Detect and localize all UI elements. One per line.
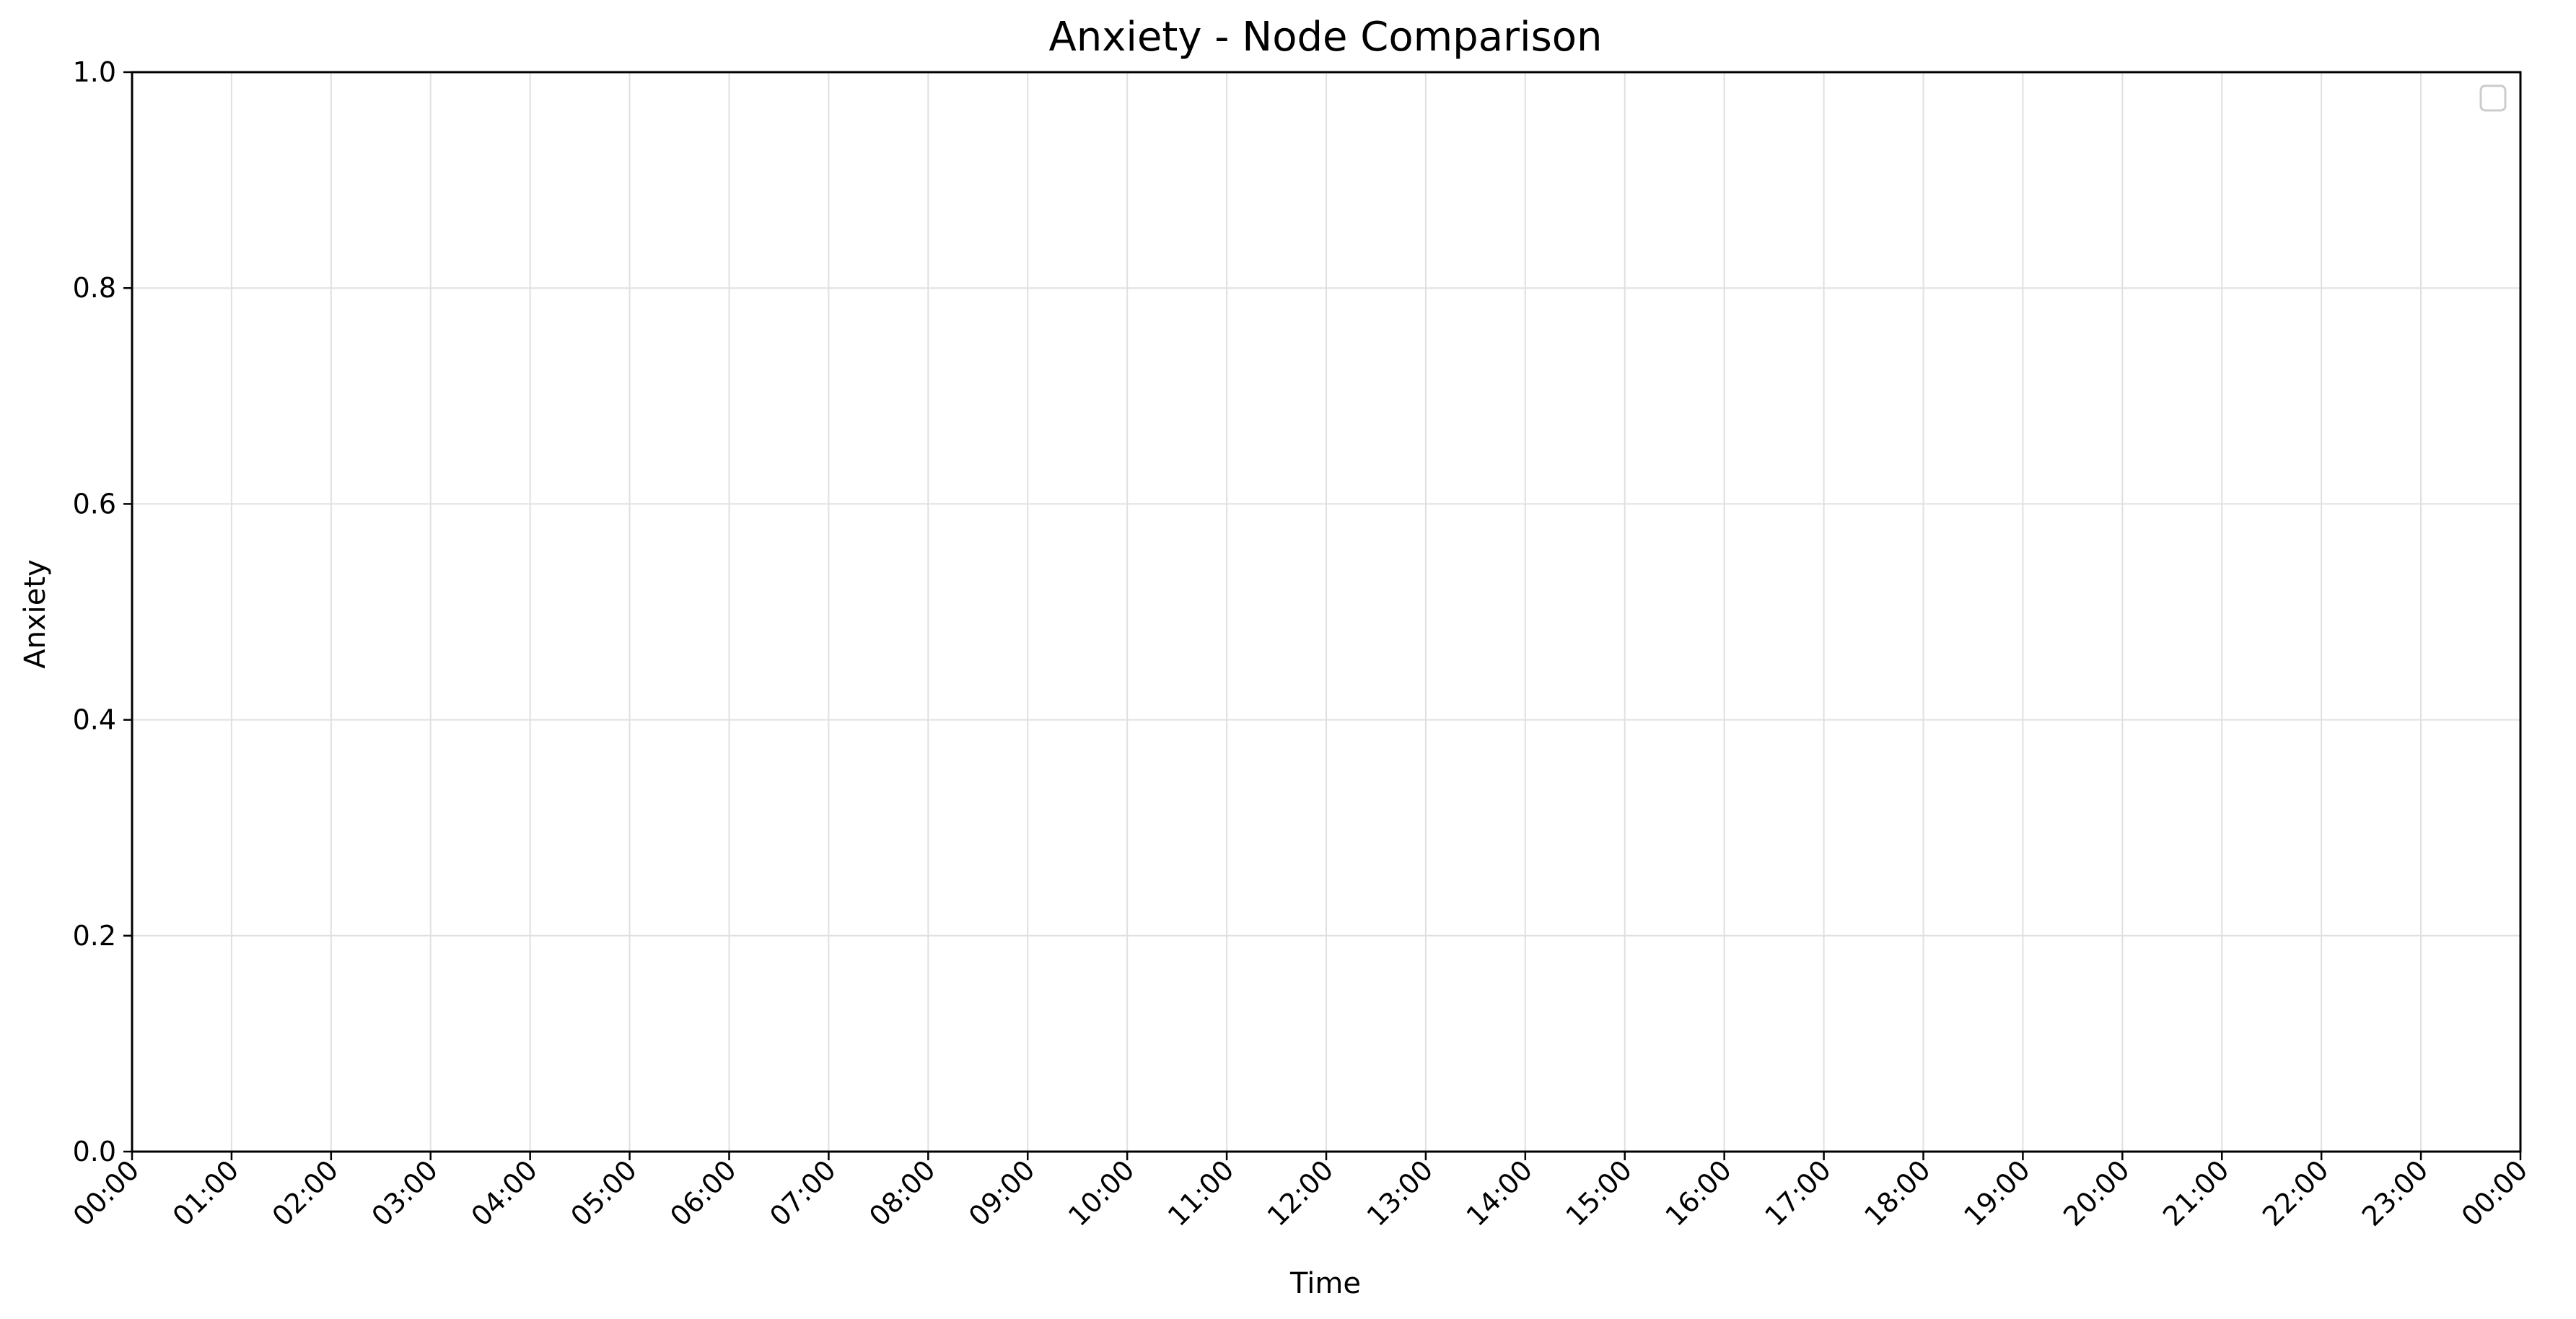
y-tick-label: 0.0: [73, 1136, 116, 1167]
legend-box: [2479, 84, 2507, 112]
y-tick-label: 0.6: [73, 488, 116, 520]
y-tick-label: 1.0: [73, 56, 116, 88]
x-axis-label: Time: [1289, 1267, 1361, 1300]
y-tick-label: 0.4: [73, 704, 116, 736]
y-tick-label: 0.2: [73, 920, 116, 952]
y-axis-label: Anxiety: [19, 559, 52, 668]
chart-title: Anxiety - Node Comparison: [1048, 14, 1602, 61]
y-tick-label: 0.8: [73, 272, 116, 304]
